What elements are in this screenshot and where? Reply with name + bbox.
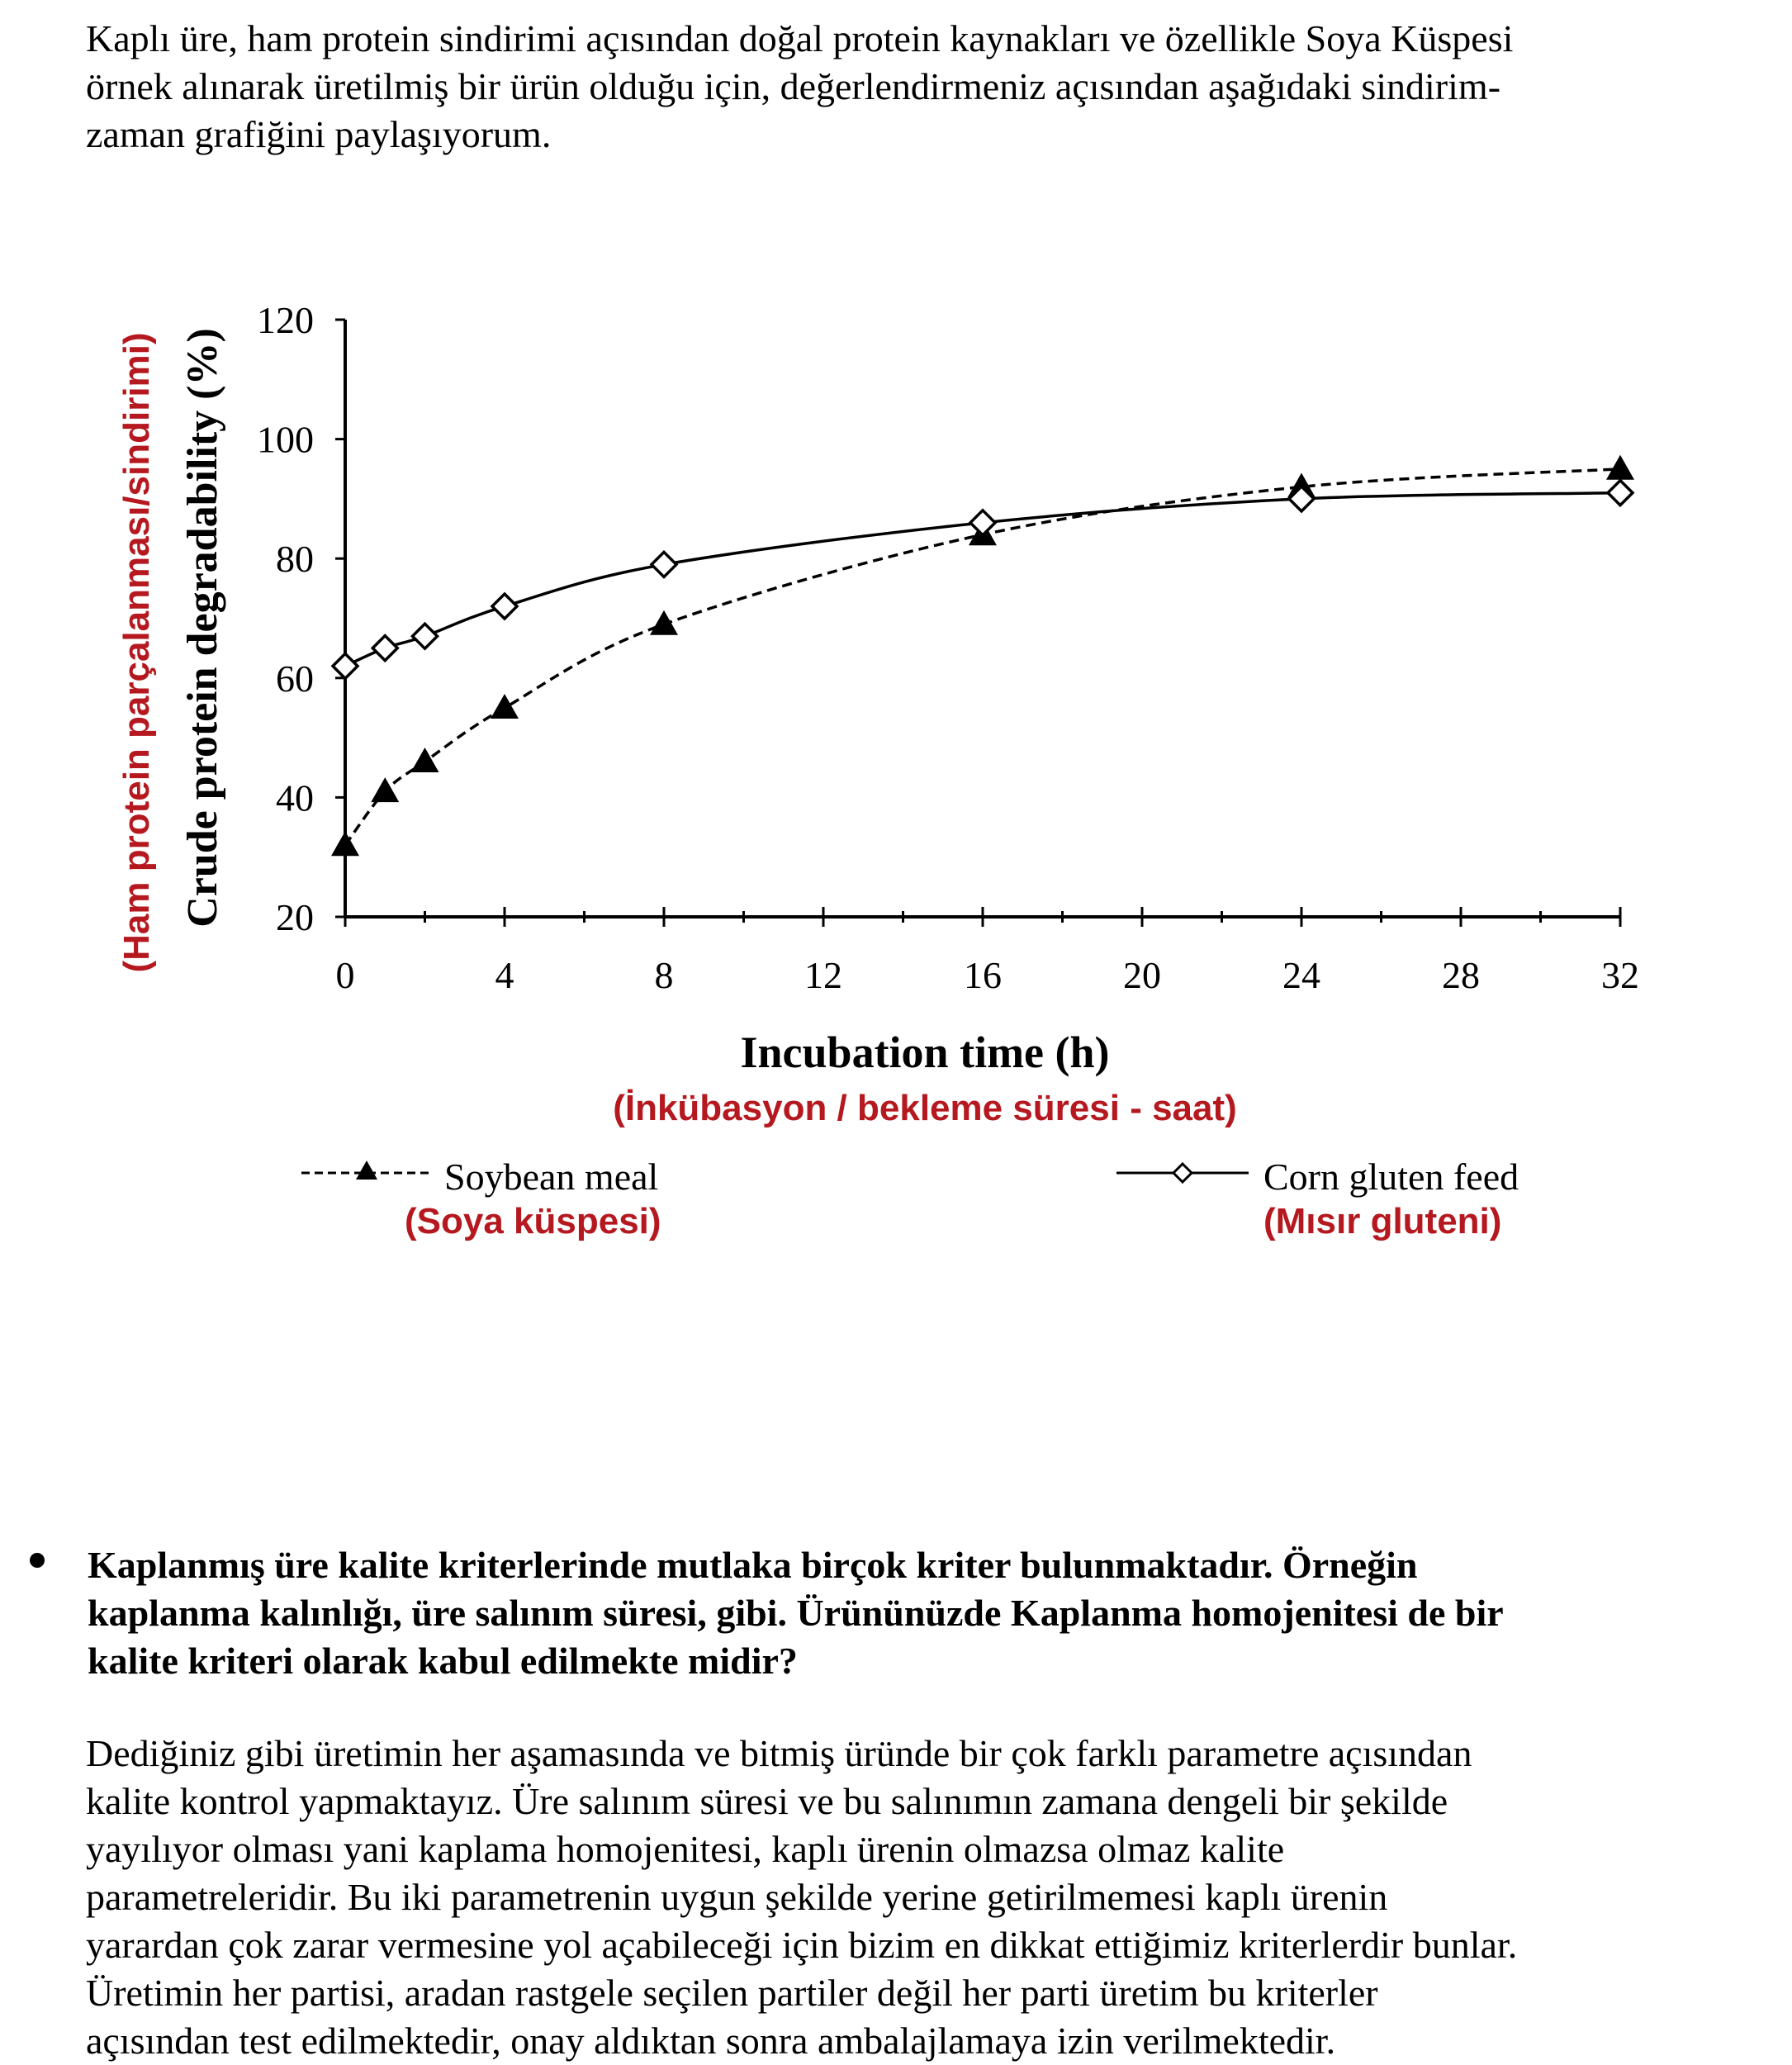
legend-label-corn-gluten: Corn gluten feed (1263, 1156, 1519, 1198)
data-point-corn-gluten (370, 634, 400, 663)
data-point-soybean (331, 831, 359, 857)
data-point-corn-gluten (490, 591, 519, 621)
axis-ticks: 0 4 8 12 16 20 24 28 32 20 40 60 80 100 120 (257, 299, 1639, 996)
x-tick-label: 20 (1123, 954, 1161, 996)
data-point-soybean (1606, 454, 1634, 480)
x-tick-label: 16 (964, 954, 1002, 996)
x-tick-label: 28 (1442, 954, 1480, 996)
data-point-corn-gluten (410, 621, 439, 651)
chart-axes (344, 320, 1620, 919)
legend-item-soybean: Soybean meal (Soya küspesi) (301, 1156, 661, 1241)
x-tick-label: 8 (655, 954, 674, 996)
data-point-soybean (650, 610, 678, 635)
legend: Soybean meal (Soya küspesi) Corn gluten … (301, 1156, 1519, 1241)
legend-label-soybean: Soybean meal (444, 1156, 658, 1198)
chart-series (330, 454, 1635, 857)
legend-label-soybean-tr: (Soya küspesi) (405, 1201, 661, 1241)
legend-label-corn-gluten-tr: (Mısır gluteni) (1263, 1201, 1501, 1241)
y-axis-label: Crude protein degradability (%) (179, 328, 226, 928)
x-axis-label: Incubation time (h) (740, 1028, 1109, 1077)
bullet-question: Kaplanmış üre kalite kriterlerinde mutla… (88, 1544, 1504, 1682)
legend-triangle-marker (356, 1161, 377, 1180)
x-tick-label: 0 (336, 954, 355, 996)
answer-paragraph: Dediğiniz gibi üretimin her aşamasında v… (86, 1732, 1518, 2062)
y-tick-label: 20 (276, 896, 314, 938)
x-tick-label: 32 (1601, 954, 1639, 996)
y-tick-label: 60 (276, 657, 314, 700)
y-tick-label: 40 (276, 776, 314, 819)
data-point-soybean (371, 777, 400, 803)
x-tick-label: 12 (804, 954, 842, 996)
data-point-soybean (410, 748, 439, 773)
legend-item-corn-gluten: Corn gluten feed (Mısır gluteni) (1116, 1156, 1519, 1241)
x-tick-label: 4 (495, 954, 514, 996)
degradability-chart: 0 4 8 12 16 20 24 28 32 20 40 60 80 100 120 Crude prot… (116, 299, 1639, 1241)
y-axis-label-tr: (Ham protein parçalanması/sindirimi) (116, 332, 157, 972)
data-point-corn-gluten (330, 651, 360, 681)
y-tick-label: 80 (276, 538, 314, 580)
intro-paragraph: Kaplı üre, ham protein sindirimi açısınd… (86, 17, 1514, 155)
data-point-corn-gluten (1287, 484, 1316, 514)
data-point-corn-gluten (649, 549, 679, 579)
data-point-soybean (491, 693, 519, 719)
y-tick-label: 100 (257, 419, 314, 461)
data-point-corn-gluten (1605, 478, 1635, 508)
x-tick-label: 24 (1282, 954, 1320, 996)
bullet-point (30, 1553, 45, 1568)
legend-diamond-marker (1171, 1161, 1194, 1184)
y-tick-label: 120 (257, 299, 314, 341)
x-axis-label-tr: (İnkübasyon / bekleme süresi - saat) (613, 1088, 1237, 1128)
data-point-corn-gluten (968, 508, 998, 538)
